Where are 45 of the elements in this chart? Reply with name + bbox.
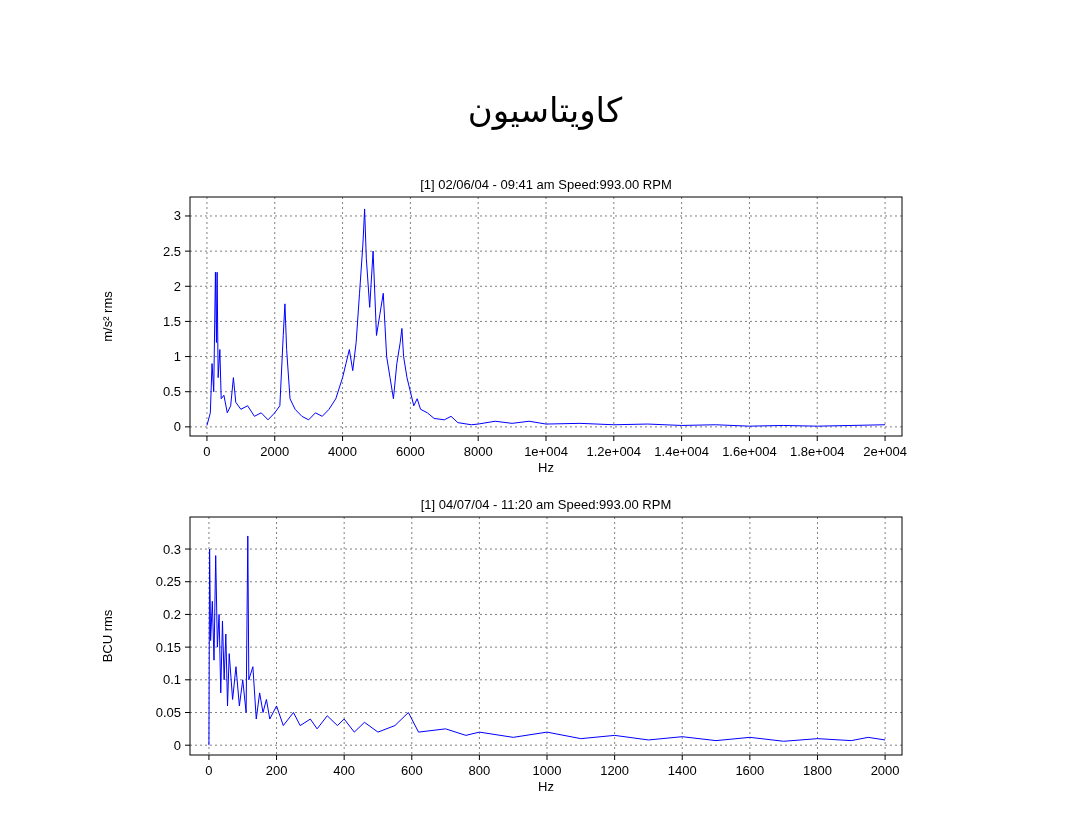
x-tick-label: 6000	[395, 444, 425, 459]
y-tick-label: 0.1	[162, 672, 181, 688]
x-tick-label: 1.2e+004	[586, 444, 642, 459]
x-axis-title: Hz	[538, 779, 554, 794]
x-tick-label: 1000	[532, 763, 562, 778]
y-tick-label: 1.5	[162, 313, 181, 329]
x-tick-label: 400	[333, 763, 356, 778]
x-tick-label: 800	[468, 763, 491, 778]
x-tick-label: 0	[205, 763, 213, 778]
y-axis-title: BCU rms	[100, 609, 115, 663]
x-tick-label: 200	[265, 763, 288, 778]
y-axis-title: m/s² rms	[100, 290, 115, 342]
x-tick-label: 600	[400, 763, 423, 778]
y-tick-label: 0.25	[155, 574, 181, 590]
y-tick-label: 0	[173, 737, 181, 753]
x-tick-label: 1e+004	[524, 444, 568, 459]
line-series	[206, 208, 886, 427]
x-tick-label: 1.8e+004	[789, 444, 845, 459]
x-tick-label: 4000	[328, 444, 358, 459]
y-tick-label: 0.5	[162, 384, 181, 400]
x-tick-label: 1400	[667, 763, 697, 778]
chart-title: [1] 04/07/04 - 11:20 am Speed:993.00 RPM	[420, 497, 672, 512]
x-tick-label: 1600	[735, 763, 765, 778]
chart-title: کاویتاسیون	[467, 90, 623, 131]
x-tick-label: 2e+004	[863, 444, 907, 459]
x-axis-title: Hz	[538, 460, 554, 475]
y-tick-label: 1	[173, 349, 181, 365]
y-tick-label: 2.5	[162, 243, 181, 259]
x-tick-label: 1.6e+004	[722, 444, 777, 459]
y-tick-label: 0	[173, 419, 181, 435]
x-tick-label: 1200	[600, 763, 630, 778]
x-tick-label: 8000	[463, 444, 493, 459]
y-tick-label: 2	[173, 278, 181, 294]
y-tick-label: 0.2	[162, 606, 181, 622]
x-tick-label: 1800	[803, 763, 832, 778]
line-series	[208, 535, 886, 746]
x-tick-label: 1.4e+004	[654, 444, 709, 459]
y-tick-label: 0.3	[162, 541, 181, 557]
y-tick-label: 0.15	[155, 639, 181, 655]
y-tick-label: 3	[173, 208, 181, 224]
chart-subtitle: [1] 02/06/04 - 09:41 am Speed:993.00 RPM	[420, 177, 672, 192]
x-tick-label: 2000	[870, 763, 900, 778]
x-tick-label: 2000	[260, 444, 290, 459]
y-tick-label: 0.05	[155, 705, 181, 720]
x-tick-label: 0	[203, 444, 211, 459]
